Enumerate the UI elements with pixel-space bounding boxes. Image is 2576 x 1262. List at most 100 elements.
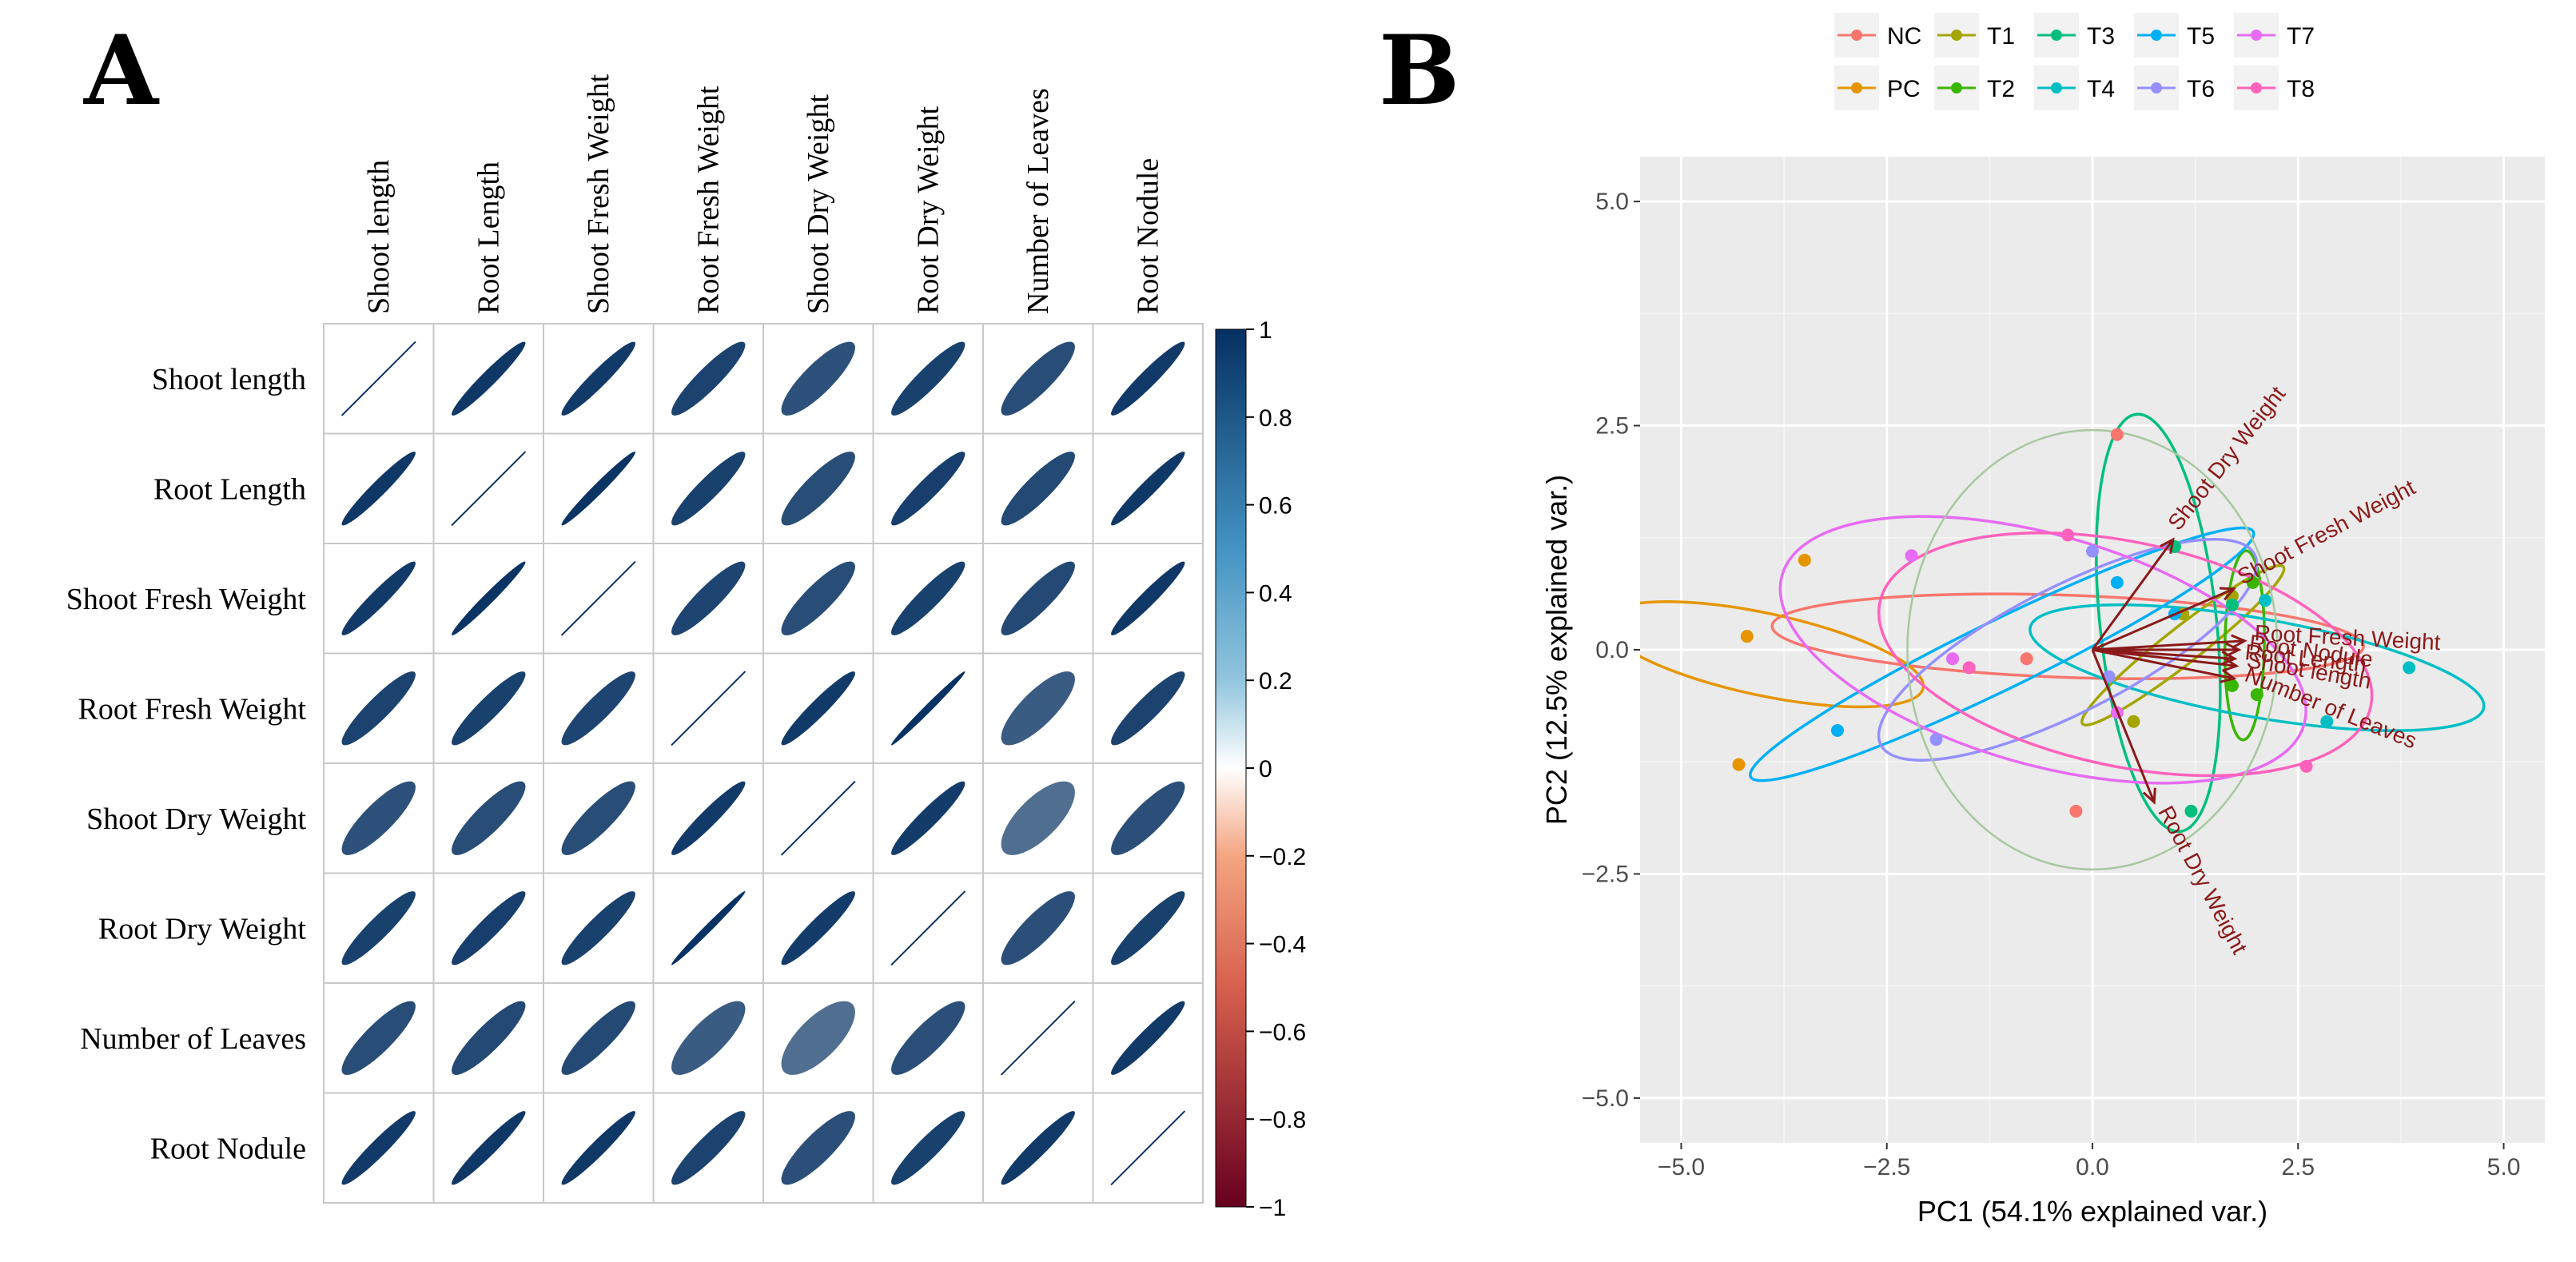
loading-arrowhead [2160, 537, 2175, 554]
colorbar-gradient [1215, 328, 1247, 1208]
row-label-root-nodule: Root Nodule [150, 1132, 306, 1165]
row-label-root-dry-weight: Root Dry Weight [98, 912, 307, 946]
pca-legend: NC PC T1 T2 T3 T4 T5 T6 T7 T8 [1826, 6, 2362, 117]
column-label-shoot-length: Shoot length [362, 160, 396, 314]
point-t4 [2259, 594, 2272, 607]
corr-mark [1111, 781, 1185, 855]
corr-mark [452, 781, 526, 855]
loading-arrow-shoot-dry-weight [2091, 539, 2175, 651]
corr-mark [1111, 891, 1185, 965]
row-label-root-fresh-weight: Root Fresh Weight [78, 692, 307, 726]
legend-label-t2: T2 [1987, 76, 2015, 102]
loading-arrowhead [2225, 642, 2242, 658]
row-label-root-length: Root Length [153, 472, 306, 506]
loading-arrow-number-of-leaves [2092, 648, 2235, 680]
legend-label-pc: PC [1887, 76, 1921, 102]
colorbar-tick-label: −0.6 [1259, 1019, 1306, 1045]
loading-arrow-root-dry-weight [2091, 649, 2156, 803]
y-tick-label: −5.0 [1582, 1085, 1629, 1112]
ellipse-nc [1770, 592, 2365, 680]
column-label-root-dry-weight: Root Dry Weight [911, 105, 945, 314]
ellipse-t6 [1877, 538, 2259, 762]
corr-mark [341, 561, 416, 635]
corr-mark [671, 891, 746, 965]
corr-mark [671, 781, 746, 855]
corr-mark [781, 671, 855, 746]
loading-arrowhead [2142, 787, 2156, 805]
corr-mark [1111, 561, 1185, 635]
corr-mark [1001, 561, 1075, 635]
corr-mark [671, 561, 746, 635]
corr-mark [671, 341, 746, 416]
legend-label-nc: NC [1887, 23, 1921, 50]
colorbar-tick-label: 0 [1259, 756, 1272, 782]
pca-y-axis-title: PC2 (12.5% explained var.) [1540, 475, 1573, 825]
point-t2 [2246, 575, 2259, 589]
point-t7 [1946, 652, 1960, 666]
corr-mark [561, 1001, 635, 1075]
corr-mark [1111, 1001, 1185, 1075]
colorbar: 1 0.8 0.6 0.4 0.2 0 −0.2 −0.4 −0.6 −0.8 −1 [1215, 317, 1306, 1221]
corr-mark [561, 781, 635, 855]
column-label-number-of-leaves: Number of Leaves [1021, 88, 1055, 314]
ellipse-t3 [2095, 412, 2222, 834]
point-t1 [2127, 715, 2140, 728]
legend-dot-t3 [2051, 30, 2062, 41]
ellipse-t8 [1877, 531, 2374, 778]
point-nc [2069, 804, 2083, 818]
point-t6 [1929, 733, 1943, 746]
loading-arrowhead [2231, 634, 2248, 649]
legend-dot-t7 [2251, 30, 2262, 41]
ellipse-t2 [2223, 549, 2266, 742]
corr-mark [891, 341, 966, 416]
point-t8 [2061, 528, 2075, 542]
point-t8 [1962, 661, 1976, 675]
corr-mark [891, 781, 966, 855]
corr-mark [1001, 891, 1075, 965]
ellipse-t4 [2029, 603, 2486, 732]
corr-mark [891, 561, 966, 635]
legend-dot-t1 [1951, 30, 1962, 41]
reference-circle [1906, 428, 2279, 871]
corr-mark [1001, 341, 1075, 416]
loading-arrow-root-fresh-weight [2092, 639, 2245, 651]
legend-dot-t4 [2051, 82, 2062, 94]
colorbar-tick-label: −0.8 [1259, 1107, 1306, 1133]
point-nc [2020, 652, 2033, 666]
colorbar-tick-label: 0.6 [1259, 493, 1292, 520]
row-label-shoot-fresh-weight: Shoot Fresh Weight [66, 583, 307, 616]
point-t3 [2184, 804, 2198, 818]
panel-b-letter: B [1379, 14, 1459, 127]
corr-mark [1111, 671, 1185, 746]
corr-mark [780, 780, 856, 856]
column-label-root-fresh-weight: Root Fresh Weight [691, 86, 725, 314]
point-t4 [2320, 715, 2334, 728]
corr-mark [341, 891, 416, 965]
loading-arrowhead [2220, 668, 2237, 683]
legend-label-t3: T3 [2087, 23, 2115, 50]
corr-mark [452, 1111, 526, 1185]
colorbar-tick-label: 1 [1259, 317, 1272, 344]
colorbar-tick-label: −1 [1259, 1195, 1286, 1221]
corr-mark [891, 1111, 966, 1185]
point-t6 [2086, 544, 2099, 558]
corr-mark [891, 452, 966, 526]
corr-mark [451, 451, 527, 527]
loading-arrowhead [2220, 651, 2238, 666]
legend-dot-pc [1851, 82, 1862, 94]
corr-mark [1111, 341, 1185, 416]
colorbar-tick-label: 0.8 [1259, 405, 1292, 432]
column-label-root-length: Root Length [472, 161, 505, 314]
corr-mark [891, 671, 966, 746]
legend-label-t7: T7 [2287, 23, 2315, 50]
corr-mark [561, 671, 635, 746]
point-t2 [2225, 679, 2239, 692]
corr-mark [671, 1111, 746, 1185]
row-label-number-of-leaves: Number of Leaves [80, 1022, 306, 1056]
corr-mark [341, 1111, 416, 1185]
ellipse-t7 [1778, 515, 2307, 785]
correlation-matrix: Shoot length Shoot length Root Length Root … [66, 74, 1204, 1204]
corr-mark [1000, 1000, 1076, 1076]
point-pc [1798, 553, 1811, 567]
corr-mark [781, 1001, 855, 1075]
